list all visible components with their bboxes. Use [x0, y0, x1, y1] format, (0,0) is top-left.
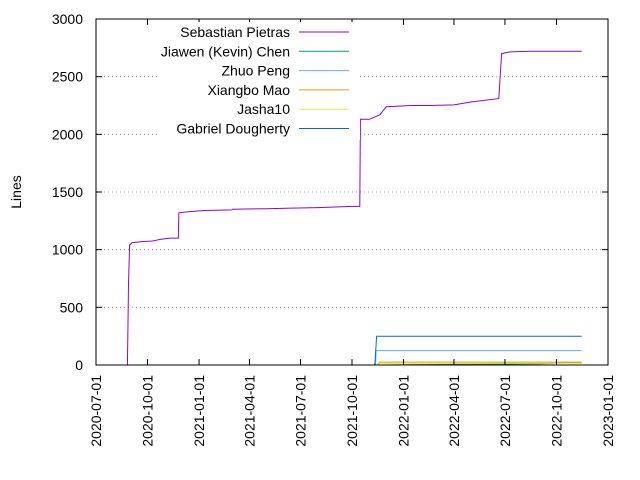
series-lines [126, 50, 582, 366]
legend-label: Jasha10 [237, 101, 290, 117]
x-tick-label: 2022-01-01 [396, 375, 412, 447]
x-tick-label: 2021-10-01 [344, 375, 360, 447]
legend: Sebastian Pietras Jiawen (Kevin) Chen Zhuo… [160, 22, 360, 140]
x-tick-label: 2021-01-01 [191, 375, 207, 447]
y-tick-label: 2500 [52, 69, 83, 85]
x-tick-label: 2022-10-01 [548, 375, 564, 447]
y-axis-label: Lines [8, 175, 24, 208]
x-tick-label: 2022-04-01 [446, 375, 462, 447]
series-line-6 [373, 335, 582, 366]
y-tick-label: 3000 [52, 11, 83, 27]
y-tick-label: 0 [75, 357, 83, 373]
series-line-1 [126, 50, 582, 366]
series-line-4 [378, 361, 582, 366]
legend-label: Xiangbo Mao [207, 82, 290, 98]
legend-label: Zhuo Peng [222, 63, 291, 79]
series-line-5 [376, 362, 582, 366]
x-tick-label: 2020-07-01 [88, 375, 104, 447]
y-tick-label: 1500 [52, 184, 83, 200]
y-tick-labels: 0 500 1000 1500 2000 2500 3000 [52, 11, 83, 373]
y-tick-label: 2000 [52, 126, 83, 142]
legend-label: Jiawen (Kevin) Chen [161, 43, 290, 59]
legend-label: Sebastian Pietras [180, 24, 290, 40]
legend-label: Gabriel Dougherty [176, 121, 290, 137]
x-tick-label: 2020-10-01 [140, 375, 156, 447]
x-tick-label: 2021-07-01 [292, 375, 308, 447]
y-tick-label: 500 [60, 299, 84, 315]
y-tick-label: 1000 [52, 242, 83, 258]
x-tick-label: 2022-07-01 [497, 375, 513, 447]
x-tick-labels: 2020-07-01 2020-10-01 2021-01-01 2021-04-01… [88, 375, 616, 447]
x-tick-label: 2023-01-01 [600, 375, 616, 447]
x-tick-label: 2021-04-01 [241, 375, 257, 447]
legend-background [160, 22, 360, 140]
